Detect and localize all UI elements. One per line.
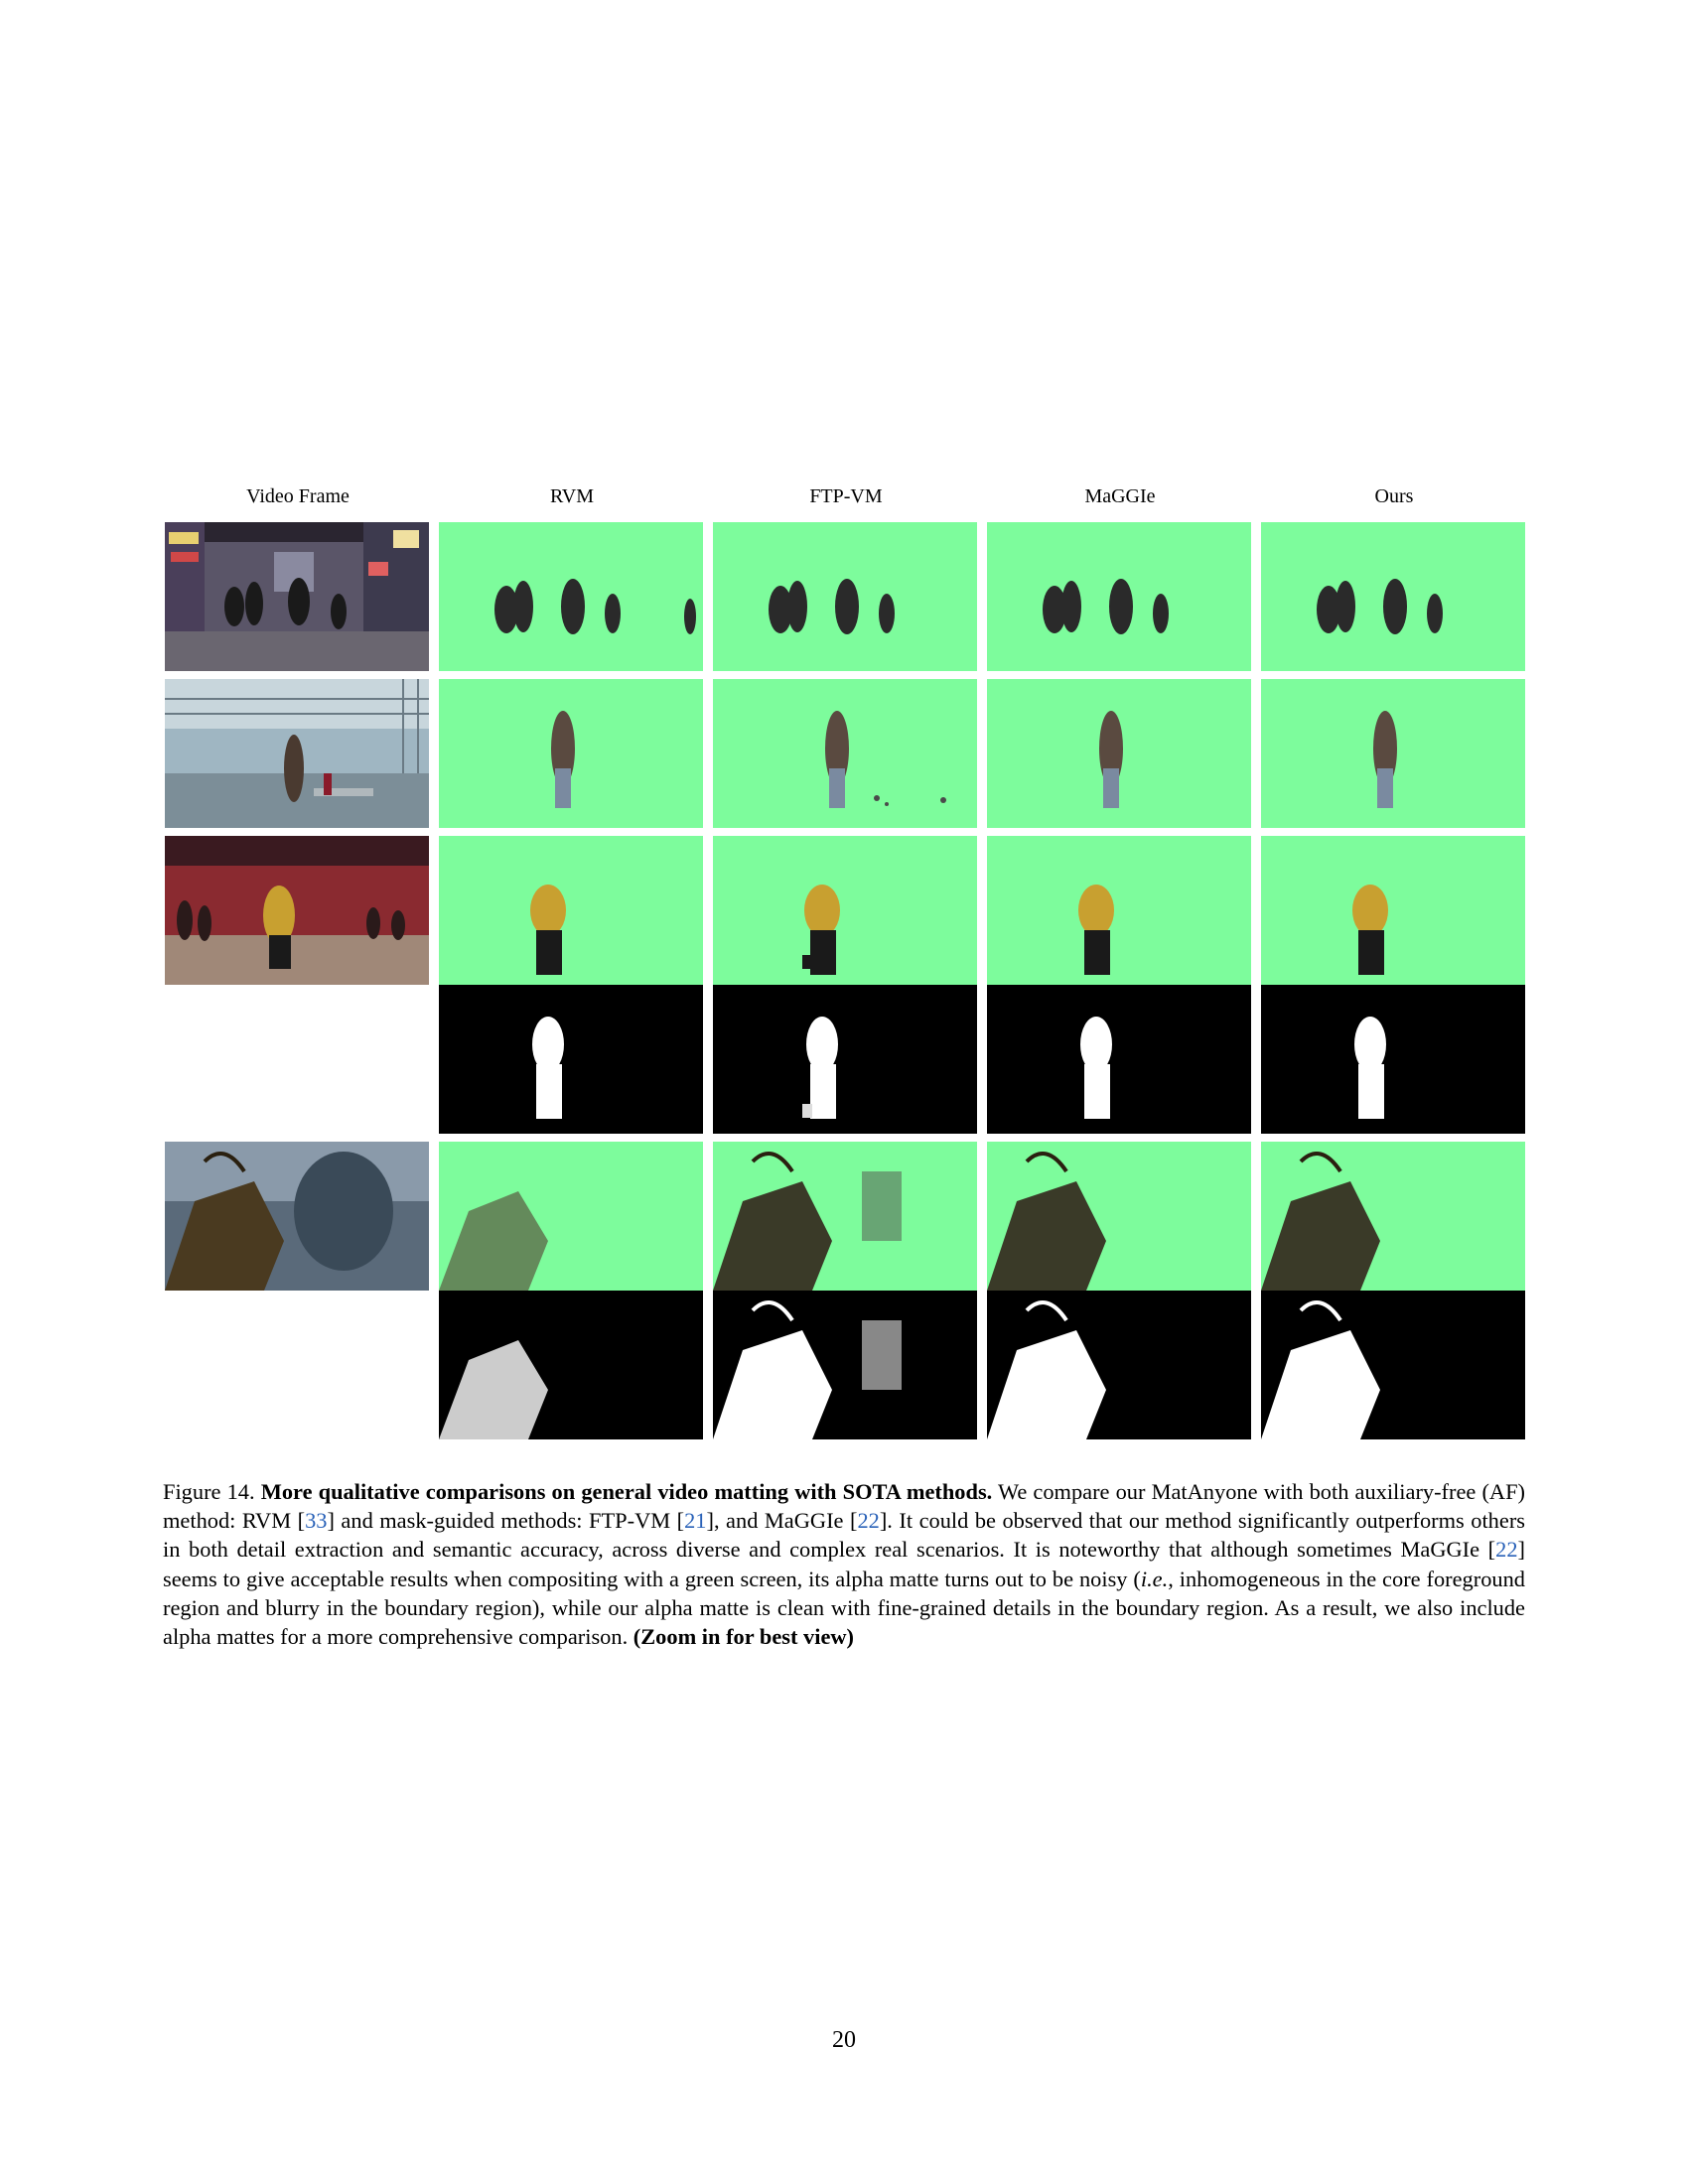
row2-ftp-vm-composite xyxy=(713,679,977,828)
caption-text-5: ] seems to give acceptable results when … xyxy=(163,1537,1525,1591)
page-number: 20 xyxy=(832,2027,856,2053)
col-header-rvm: RVM xyxy=(550,485,594,507)
citation-33[interactable]: 33 xyxy=(305,1508,328,1534)
caption-zoom-note: (Zoom in for best view) xyxy=(633,1624,855,1650)
citation-22[interactable]: 22 xyxy=(857,1508,880,1534)
row3-video-frame xyxy=(165,836,429,985)
row4-maggie-composite xyxy=(987,1142,1251,1291)
caption-ie: i.e. xyxy=(1140,1566,1169,1591)
row4-maggie-alpha xyxy=(987,1291,1251,1439)
row1-ours-composite xyxy=(1261,522,1525,671)
col-header-maggie: MaGGIe xyxy=(1084,485,1156,507)
row1-rvm-composite xyxy=(439,522,703,671)
row3-rvm-composite xyxy=(439,836,703,985)
row1-maggie-composite xyxy=(987,522,1251,671)
row4-ours-composite xyxy=(1261,1142,1525,1291)
row1-ftp-vm-composite xyxy=(713,522,977,671)
figure-caption: Figure 14. More qualitative comparisons … xyxy=(163,1477,1525,1651)
row3-ours-alpha xyxy=(1261,985,1525,1134)
row3-rvm-alpha xyxy=(439,985,703,1134)
citation-21[interactable]: 21 xyxy=(684,1508,707,1534)
row4-ftp-vm-composite xyxy=(713,1142,977,1291)
caption-text-4: ]. It could be observed that our method … xyxy=(163,1508,1525,1563)
row4-video-frame xyxy=(165,1142,429,1291)
caption-label: Figure 14. xyxy=(163,1479,255,1504)
figure-14: Video Frame RVM FTP-VM MaGGIe Ours xyxy=(165,485,1525,1439)
row2-rvm-composite xyxy=(439,679,703,828)
row4-rvm-composite xyxy=(439,1142,703,1291)
col-header-video-frame: Video Frame xyxy=(246,485,350,507)
row3-ftp-vm-composite xyxy=(713,836,977,985)
caption-text-2: ] and mask-guided methods: FTP-VM [ xyxy=(327,1508,685,1534)
row3-ftp-vm-alpha xyxy=(713,985,977,1134)
caption-text-6: , inhomogeneous in the core foreground r… xyxy=(163,1566,1525,1650)
caption-text-1: We compare our MatAnyone with both auxil… xyxy=(163,1479,1525,1534)
citation-22-second[interactable]: 22 xyxy=(1495,1537,1518,1563)
row1-video-frame xyxy=(165,522,429,671)
col-header-ftp-vm: FTP-VM xyxy=(809,485,883,507)
row2-ours-composite xyxy=(1261,679,1525,828)
col-header-ours: Ours xyxy=(1374,485,1414,507)
row3-maggie-composite xyxy=(987,836,1251,985)
row2-maggie-composite xyxy=(987,679,1251,828)
row3-maggie-alpha xyxy=(987,985,1251,1134)
row4-rvm-alpha xyxy=(439,1291,703,1439)
row4-ours-alpha xyxy=(1261,1291,1525,1439)
row2-video-frame xyxy=(165,679,429,828)
row3-ours-composite xyxy=(1261,836,1525,985)
row4-ftp-vm-alpha xyxy=(713,1291,977,1439)
caption-title: More qualitative comparisons on general … xyxy=(260,1479,993,1504)
caption-text-3: ], and MaGGIe [ xyxy=(706,1508,858,1534)
